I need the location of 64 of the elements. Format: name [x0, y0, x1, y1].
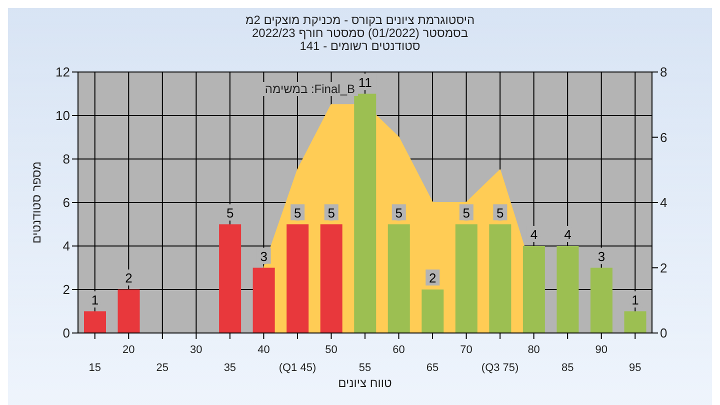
bar [455, 224, 478, 333]
x-tick-label: 30 [190, 344, 202, 356]
x-tick-label: 25 [156, 362, 169, 374]
y2-tick-label: 4 [660, 195, 668, 210]
y2-tick-label: 8 [660, 64, 668, 80]
bar [556, 246, 579, 333]
data-label: 4 [564, 227, 572, 242]
bar [84, 311, 106, 333]
data-label: 5 [294, 205, 302, 220]
data-label: 5 [395, 205, 402, 220]
x-tick-label: 50 [325, 344, 338, 356]
data-label: 2 [125, 270, 132, 286]
bar [489, 224, 512, 333]
x-tick-label: 85 [561, 362, 574, 374]
data-label: 3 [260, 248, 268, 264]
data-label: 2 [429, 270, 436, 286]
x-tick-label: 35 [224, 362, 236, 374]
y-tick-label: 12 [56, 64, 70, 80]
data-label: 4 [530, 227, 538, 242]
x-axis-title: טווח ציונים [338, 376, 392, 390]
bar [522, 246, 545, 333]
bar [252, 268, 275, 333]
x-tick-label: 70 [460, 344, 472, 356]
x-tick-label: 80 [528, 344, 540, 356]
data-label: 5 [328, 205, 335, 220]
x-tick-label: 20 [122, 344, 135, 356]
x-tick-label: 95 [628, 362, 642, 374]
x-tick-label: 60 [392, 344, 405, 356]
data-label: 11 [358, 74, 372, 90]
data-label: 5 [226, 205, 234, 220]
x-tick-label: 15 [88, 362, 102, 374]
bar [286, 224, 309, 333]
data-label: 5 [496, 205, 504, 220]
chart-subtitle: בסמסטר (01/2022) סמסטר חורף 2022/23 סטודנטים רשומים - 141 [250, 26, 470, 53]
bar [590, 268, 612, 333]
x-tick-label: 90 [595, 344, 608, 356]
bar [624, 311, 646, 333]
data-label: 1 [632, 292, 639, 308]
bar [219, 224, 242, 333]
data-label: 3 [598, 248, 606, 264]
y2-tick-label: 0 [660, 326, 668, 341]
annotation: במשימה :Final_B [262, 82, 358, 96]
x-tick-label: (Q3 75) [481, 362, 519, 374]
data-label: 1 [91, 292, 99, 308]
y-tick-label: 6 [62, 195, 70, 210]
x-tick-label: 40 [258, 344, 270, 356]
y-tick-label: 0 [62, 326, 70, 341]
y2-tick-label: 6 [660, 130, 668, 145]
bar [320, 224, 342, 333]
y-axis-title: מספר סטודנטים [29, 161, 44, 244]
x-tick-label: 55 [358, 362, 372, 374]
bar [118, 290, 140, 333]
bar [388, 224, 410, 333]
y-tick-label: 4 [62, 238, 70, 254]
y2-tick-label: 2 [660, 260, 668, 276]
chart-title: היסטוגרמת ציונים בקורס - מכניקת מוצקים 2מ [244, 13, 476, 27]
y-tick-label: 10 [56, 108, 70, 124]
bar [354, 94, 376, 333]
y-tick-label: 8 [62, 152, 70, 167]
x-tick-label: (Q1 45) [278, 362, 316, 374]
x-tick-label: 65 [426, 362, 439, 374]
bar [422, 290, 444, 333]
data-label: 5 [462, 205, 470, 220]
y-tick-label: 2 [62, 282, 70, 298]
